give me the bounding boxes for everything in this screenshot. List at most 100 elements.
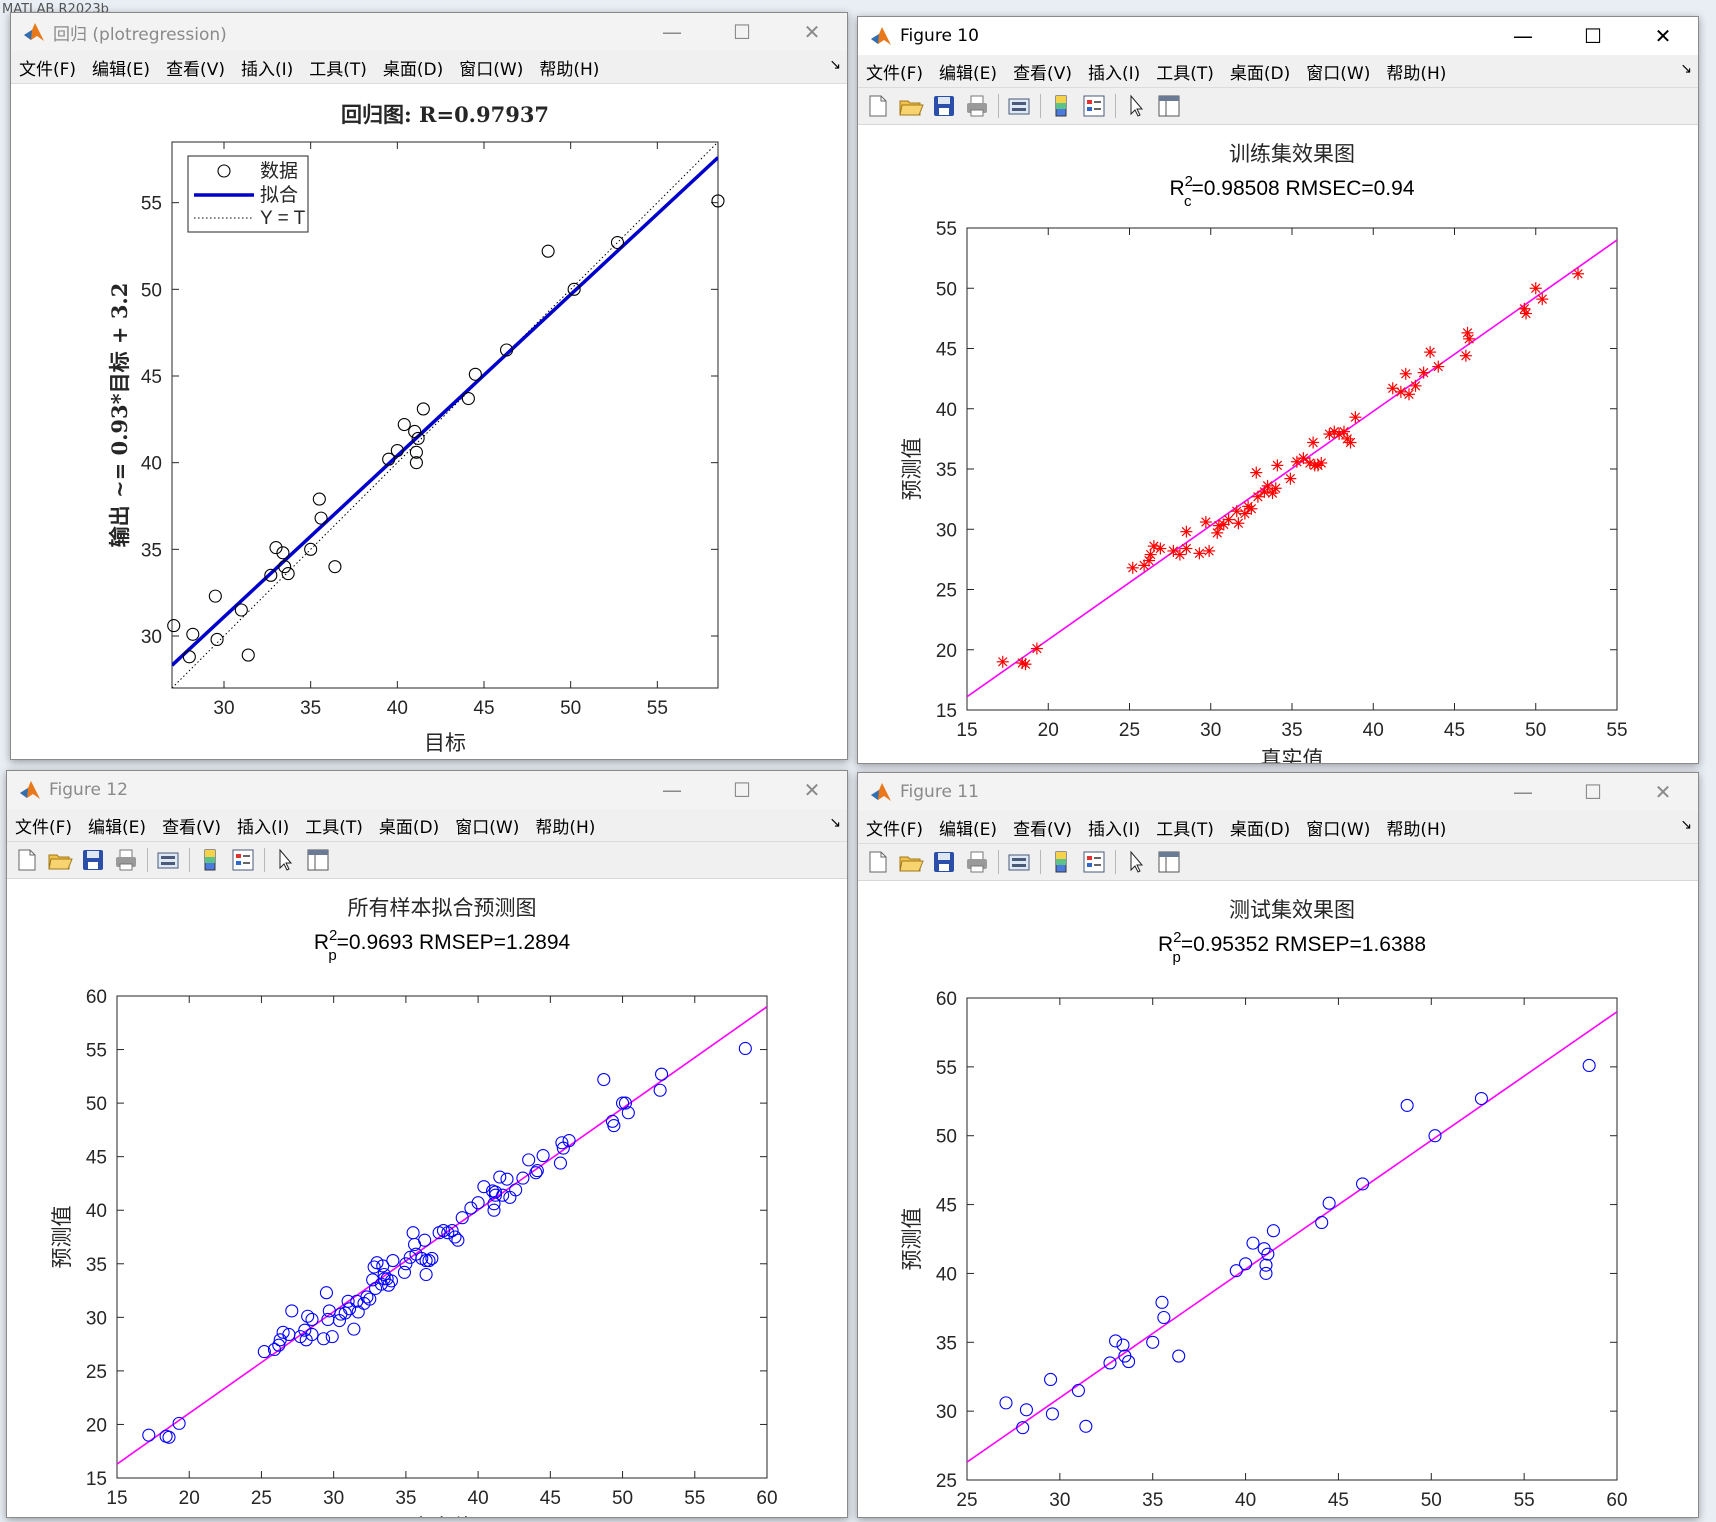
title-bar[interactable]: 回归 (plotregression) — ☐ ✕ xyxy=(11,13,847,51)
menu-item-0[interactable]: 文件(F) xyxy=(866,63,924,84)
title-bar[interactable]: Figure 12 — ☐ ✕ xyxy=(7,771,847,809)
legend-icon[interactable] xyxy=(230,847,256,873)
data-point xyxy=(445,1224,459,1238)
menu-item-3[interactable]: 插入(I) xyxy=(240,59,294,80)
new-figure-icon[interactable] xyxy=(14,847,40,873)
print-icon[interactable] xyxy=(113,847,139,873)
print-icon[interactable] xyxy=(964,849,990,875)
menu-item-7[interactable]: 帮助(H) xyxy=(1386,63,1447,84)
dock-arrow-icon[interactable]: ↘ xyxy=(829,815,841,831)
data-point xyxy=(653,1083,667,1097)
x-tick-label: 45 xyxy=(1444,720,1465,741)
maximize-button[interactable]: ☐ xyxy=(733,778,751,802)
plot-canvas[interactable]: 15 20 25 30 35 40 45 50 55 60 15 20 25 30 35 40 45 50 55 60… xyxy=(7,879,847,1517)
dock-arrow-icon[interactable]: ↘ xyxy=(1680,817,1692,833)
legend-icon[interactable] xyxy=(1081,849,1107,875)
menu-item-5[interactable]: 桌面(D) xyxy=(382,59,444,80)
menu-item-1[interactable]: 编辑(E) xyxy=(939,63,998,84)
close-button[interactable]: ✕ xyxy=(803,778,821,802)
menu-item-6[interactable]: 窗口(W) xyxy=(1306,63,1371,84)
legend-icon[interactable] xyxy=(1081,93,1107,119)
menu-item-6[interactable]: 窗口(W) xyxy=(459,59,524,80)
menu-item-7[interactable]: 帮助(H) xyxy=(1386,819,1447,840)
menu-item-1[interactable]: 编辑(E) xyxy=(92,59,151,80)
save-icon[interactable] xyxy=(931,93,957,119)
save-icon[interactable] xyxy=(931,849,957,875)
title-bar[interactable]: Figure 11 — ☐ ✕ xyxy=(858,773,1698,811)
pointer-icon[interactable] xyxy=(1123,849,1149,875)
menu-item-3[interactable]: 插入(I) xyxy=(236,817,290,838)
minimize-button[interactable]: — xyxy=(662,20,682,44)
menu-item-4[interactable]: 工具(T) xyxy=(1156,819,1214,840)
menu-item-6[interactable]: 窗口(W) xyxy=(1306,819,1371,840)
maximize-button[interactable]: ☐ xyxy=(1584,780,1602,804)
menu-item-0[interactable]: 文件(F) xyxy=(15,817,73,838)
menu-item-3[interactable]: 插入(I) xyxy=(1087,63,1141,84)
minimize-button[interactable]: — xyxy=(1513,780,1533,804)
menu-item-2[interactable]: 查看(V) xyxy=(1013,63,1072,84)
menu-item-6[interactable]: 窗口(W) xyxy=(455,817,520,838)
link-plot-icon[interactable] xyxy=(1006,849,1032,875)
link-plot-icon[interactable] xyxy=(1006,93,1032,119)
x-tick-label: 60 xyxy=(756,1488,777,1509)
plot-canvas[interactable]: 30 35 40 45 50 55 30 35 40 45 50 55 回归图: R=0.97937 目标… xyxy=(11,84,847,759)
colorbar-icon[interactable] xyxy=(1048,849,1074,875)
pointer-icon[interactable] xyxy=(272,847,298,873)
menu-item-2[interactable]: 查看(V) xyxy=(162,817,221,838)
menu-item-1[interactable]: 编辑(E) xyxy=(939,819,998,840)
title-bar[interactable]: Figure 10 — ☐ ✕ xyxy=(858,17,1698,55)
regression-window[interactable]: 回归 (plotregression) — ☐ ✕ 文件(F) 编辑(E) 查看(V… xyxy=(10,12,848,760)
data-point xyxy=(341,1294,355,1308)
open-file-icon[interactable] xyxy=(898,93,924,119)
plot-canvas[interactable]: 15 20 25 30 35 40 45 50 55 15 20 25 30 35 40 45 50 55 训练集效… xyxy=(858,125,1698,763)
pointer-icon[interactable] xyxy=(1123,93,1149,119)
toolbar-separator xyxy=(1040,94,1041,118)
save-icon[interactable] xyxy=(80,847,106,873)
property-editor-icon[interactable] xyxy=(1156,849,1182,875)
menu-item-2[interactable]: 查看(V) xyxy=(1013,819,1072,840)
menu-item-5[interactable]: 桌面(D) xyxy=(1229,819,1291,840)
open-file-icon[interactable] xyxy=(47,847,73,873)
new-figure-icon[interactable] xyxy=(865,93,891,119)
menu-item-0[interactable]: 文件(F) xyxy=(19,59,77,80)
maximize-button[interactable]: ☐ xyxy=(1584,24,1602,48)
figure-10-window[interactable]: Figure 10 — ☐ ✕ 文件(F) 编辑(E) 查看(V) 插入(I) 工具(T… xyxy=(857,16,1699,764)
close-button[interactable]: ✕ xyxy=(1654,780,1672,804)
menu-item-3[interactable]: 插入(I) xyxy=(1087,819,1141,840)
minimize-button[interactable]: — xyxy=(662,778,682,802)
menu-item-7[interactable]: 帮助(H) xyxy=(539,59,600,80)
menu-item-4[interactable]: 工具(T) xyxy=(309,59,367,80)
colorbar-icon[interactable] xyxy=(197,847,223,873)
data-point xyxy=(996,655,1009,668)
menu-item-7[interactable]: 帮助(H) xyxy=(535,817,596,838)
menu-item-2[interactable]: 查看(V) xyxy=(166,59,225,80)
colorbar-icon[interactable] xyxy=(1048,93,1074,119)
menu-item-0[interactable]: 文件(F) xyxy=(866,819,924,840)
minimize-button[interactable]: — xyxy=(1513,24,1533,48)
data-point xyxy=(1428,1129,1442,1143)
menu-item-5[interactable]: 桌面(D) xyxy=(378,817,440,838)
menu-item-5[interactable]: 桌面(D) xyxy=(1229,63,1291,84)
data-point xyxy=(1122,1355,1136,1369)
figure-12-window[interactable]: Figure 12 — ☐ ✕ 文件(F) 编辑(E) 查看(V) 插入(I) 工具(T… xyxy=(6,770,848,1518)
print-icon[interactable] xyxy=(964,93,990,119)
maximize-button[interactable]: ☐ xyxy=(733,20,751,44)
figure-11-window[interactable]: Figure 11 — ☐ ✕ 文件(F) 编辑(E) 查看(V) 插入(I) 工具(T… xyxy=(857,772,1699,1518)
property-editor-icon[interactable] xyxy=(305,847,331,873)
menu-item-1[interactable]: 编辑(E) xyxy=(88,817,147,838)
close-button[interactable]: ✕ xyxy=(1654,24,1672,48)
menu-item-4[interactable]: 工具(T) xyxy=(1156,63,1214,84)
open-file-icon[interactable] xyxy=(898,849,924,875)
data-point xyxy=(616,1096,630,1110)
new-figure-icon[interactable] xyxy=(865,849,891,875)
data-point xyxy=(1297,452,1310,465)
dock-arrow-icon[interactable]: ↘ xyxy=(1680,61,1692,77)
link-plot-icon[interactable] xyxy=(155,847,181,873)
property-editor-icon[interactable] xyxy=(1156,93,1182,119)
close-button[interactable]: ✕ xyxy=(803,20,821,44)
menu-item-4[interactable]: 工具(T) xyxy=(305,817,363,838)
data-point xyxy=(610,235,625,250)
dock-arrow-icon[interactable]: ↘ xyxy=(829,57,841,73)
plot-canvas[interactable]: 25 30 35 40 45 50 55 60 25 30 35 40 45 50 55 60 测试集效果图 R2… xyxy=(858,881,1698,1517)
